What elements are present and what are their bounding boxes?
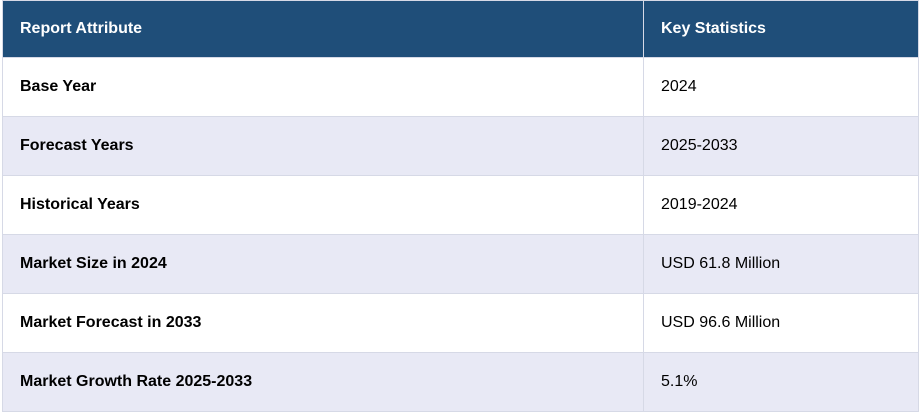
attribute-cell: Historical Years <box>2 175 644 235</box>
table-row: Market Size in 2024 USD 61.8 Million <box>2 234 919 294</box>
table-row: Forecast Years 2025-2033 <box>2 116 919 176</box>
table-row: Market Growth Rate 2025-2033 5.1% <box>2 352 919 412</box>
statistic-cell: USD 61.8 Million <box>643 234 919 294</box>
attribute-cell: Base Year <box>2 57 644 117</box>
statistic-cell: 2025-2033 <box>643 116 919 176</box>
table-row: Market Forecast in 2033 USD 96.6 Million <box>2 293 919 353</box>
attribute-cell: Market Forecast in 2033 <box>2 293 644 353</box>
statistic-cell: 2024 <box>643 57 919 117</box>
table-row: Historical Years 2019-2024 <box>2 175 919 235</box>
attribute-cell: Market Growth Rate 2025-2033 <box>2 352 644 412</box>
table-header-row: Report Attribute Key Statistics <box>2 0 919 58</box>
attribute-cell: Market Size in 2024 <box>2 234 644 294</box>
statistic-cell: 2019-2024 <box>643 175 919 235</box>
column-header-key-statistics: Key Statistics <box>643 0 919 58</box>
statistic-cell: 5.1% <box>643 352 919 412</box>
statistic-cell: USD 96.6 Million <box>643 293 919 353</box>
table-row: Base Year 2024 <box>2 57 919 117</box>
attribute-cell: Forecast Years <box>2 116 644 176</box>
column-header-report-attribute: Report Attribute <box>2 0 644 58</box>
